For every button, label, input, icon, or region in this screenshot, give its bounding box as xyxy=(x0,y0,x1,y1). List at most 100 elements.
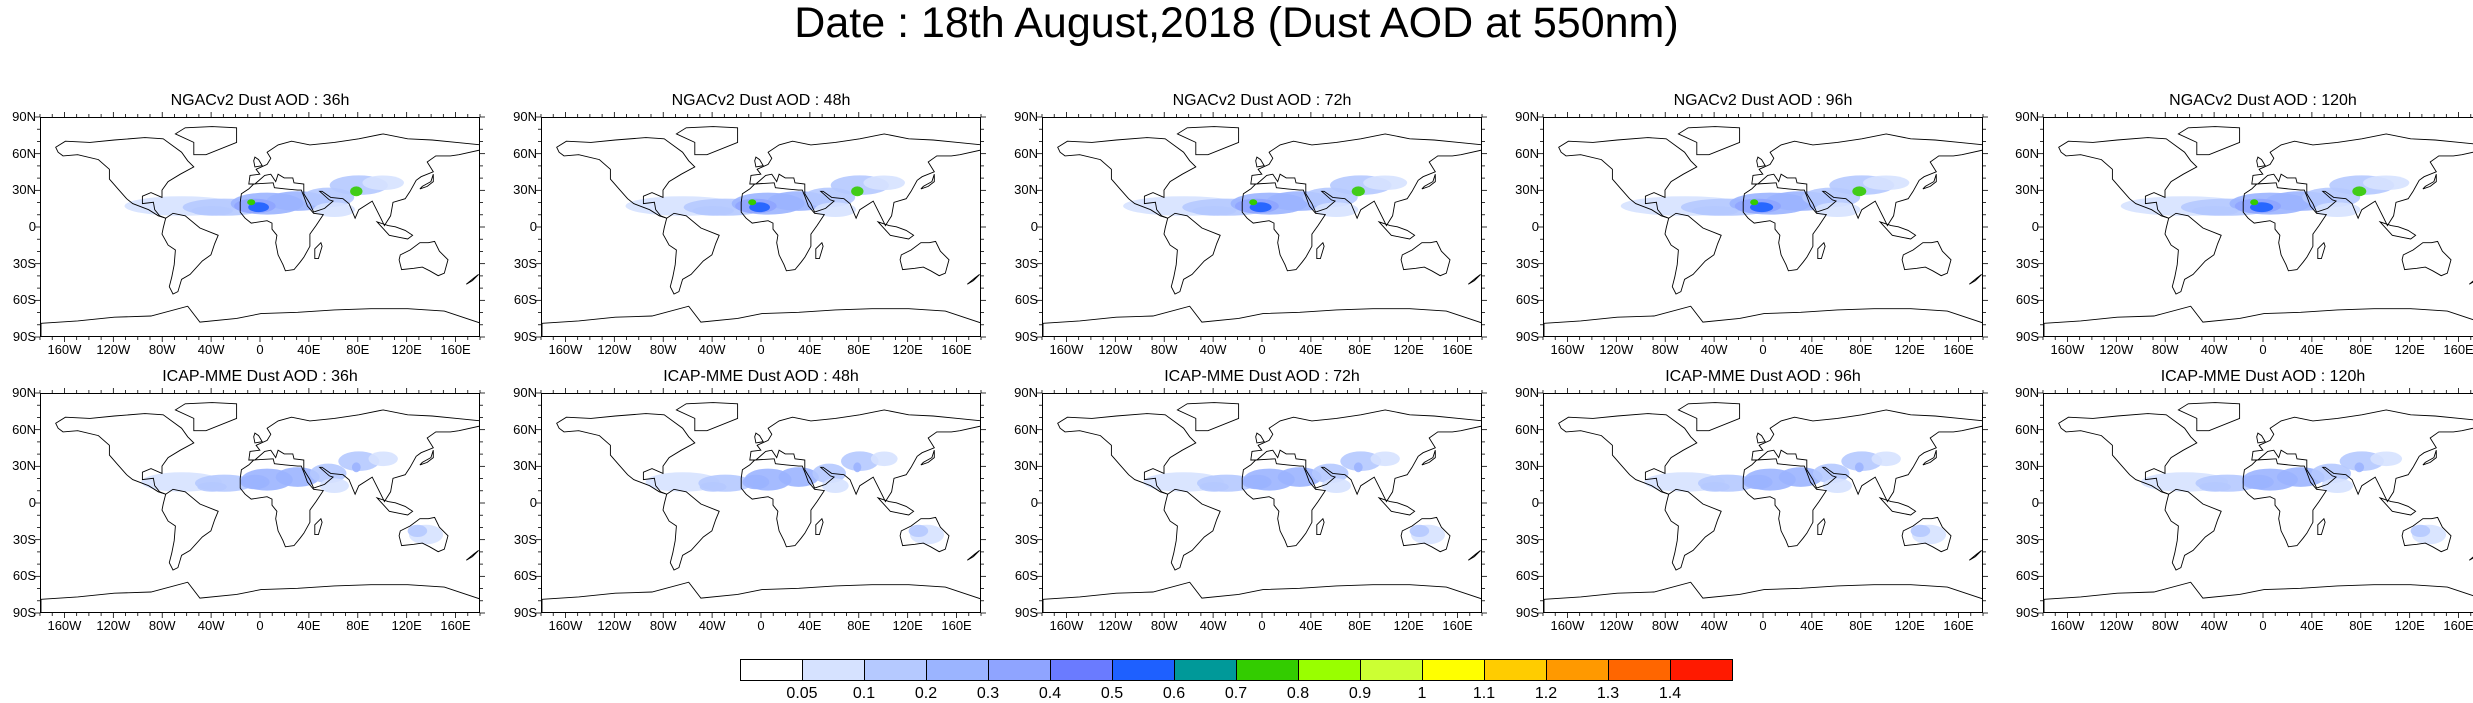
dust-plume xyxy=(362,175,405,191)
lat-tick-label: 60S xyxy=(2015,568,2039,584)
lat-tick-label: 30N xyxy=(2015,182,2039,198)
coastline-indonesia xyxy=(1878,220,1917,240)
lon-tick-label: 120E xyxy=(1393,342,1424,357)
coastline-africa xyxy=(740,182,826,272)
dust-plume xyxy=(191,206,233,216)
coastline-australia xyxy=(2401,240,2452,277)
dust-plume xyxy=(2354,462,2365,473)
lat-tick-label: 60S xyxy=(513,292,537,308)
lon-tick-label: 160E xyxy=(440,618,471,633)
lon-tick-label: 120W xyxy=(2099,618,2134,633)
colorbar-tick-label: 0.6 xyxy=(1162,685,1186,702)
coastline-greenland xyxy=(1677,126,1741,156)
coastline-japan xyxy=(920,174,935,190)
map-panel: NGACv2 Dust AOD : 48h 90N 60N 30N 0 30S 60S 90S… xyxy=(513,92,986,357)
lon-tick-label: 80W xyxy=(148,618,176,633)
lat-tick-label: 0 xyxy=(529,219,537,234)
colorbar-tick-label: 0.7 xyxy=(1224,685,1248,702)
dust-hotspot xyxy=(2250,199,2259,206)
map-panel: NGACv2 Dust AOD : 72h 90N 60N 30N 0 30S 60S 90S… xyxy=(1014,92,1487,357)
coastline-south-america xyxy=(161,212,219,295)
colorbar-swatch xyxy=(1608,659,1671,681)
coastline-africa xyxy=(740,458,826,548)
axis-ticks xyxy=(1037,112,1487,342)
coastline-greenland xyxy=(1176,402,1240,432)
dust-plume xyxy=(251,478,266,489)
map-plot-area xyxy=(2043,117,2473,337)
coastline-south-america xyxy=(161,488,219,571)
lon-tick-label: 120W xyxy=(96,342,131,357)
lon-tick-label: 0 xyxy=(1759,618,1767,633)
coastline-uk xyxy=(754,432,764,444)
lat-tick-label: 90S xyxy=(12,605,36,620)
coastline-new-zealand xyxy=(1468,550,1481,561)
coastline-madagascar xyxy=(1316,241,1325,260)
lat-tick-label: 30S xyxy=(513,255,537,271)
map-plot-area xyxy=(541,393,981,613)
dust-plume xyxy=(814,202,857,217)
lon-tick-label: 40W xyxy=(197,342,225,357)
world-map xyxy=(542,126,980,336)
lat-tick-label: 60S xyxy=(2015,292,2039,308)
colorbar-tick-label: 1.2 xyxy=(1534,685,1558,702)
coastline-new-zealand xyxy=(967,274,980,285)
coastline-greenland xyxy=(2177,126,2241,156)
lat-tick-label: 90N xyxy=(1014,385,1038,400)
lat-tick-label: 30N xyxy=(1515,458,1539,474)
lat-tick-label: 60S xyxy=(12,568,36,584)
dust-hotspot xyxy=(1249,199,1258,206)
dust-aod-field xyxy=(625,175,905,217)
dust-hotspot xyxy=(1750,199,1759,206)
map-panel: ICAP-MME Dust AOD : 48h 90N 60N 30N 0 30S 60S 9… xyxy=(513,368,986,633)
lon-tick-label: 80E xyxy=(2349,342,2373,357)
dust-plume xyxy=(338,451,380,471)
coastline-australia xyxy=(899,240,950,277)
colorbar xyxy=(740,659,1733,681)
dust-plume xyxy=(1199,482,1229,492)
lon-tick-label: 40W xyxy=(1199,618,1227,633)
lat-tick-label: 60S xyxy=(1515,568,1539,584)
axis-ticks xyxy=(1037,388,1487,618)
lon-tick-label: 40W xyxy=(197,618,225,633)
lat-tick-label: 30S xyxy=(2015,531,2039,547)
dust-plume xyxy=(1841,451,1883,471)
dust-plume xyxy=(1253,478,1268,489)
coastline-north-america xyxy=(2058,137,2198,219)
dust-aod-field xyxy=(141,451,444,545)
coastline-indonesia xyxy=(375,220,414,240)
colorbar-tick-label: 0.2 xyxy=(914,685,938,702)
dust-aod-field xyxy=(645,451,945,545)
lon-tick-label: 0 xyxy=(2259,618,2267,633)
lat-tick-label: 60N xyxy=(1014,145,1038,161)
coastlines xyxy=(41,402,479,612)
coastline-north-america xyxy=(1057,137,1197,219)
colorbar-swatch xyxy=(1174,659,1237,681)
coastline-japan xyxy=(1421,174,1436,190)
dust-plume xyxy=(1311,463,1349,484)
map-plot-area xyxy=(1042,393,1482,613)
map-plot-area xyxy=(541,117,981,337)
dust-plume xyxy=(1192,206,1237,216)
coastline-greenland xyxy=(1677,402,1741,432)
dust-plume xyxy=(812,463,846,484)
coastline-japan xyxy=(419,174,434,190)
lon-tick-label: 160E xyxy=(1442,342,1473,357)
coastline-europe-asia xyxy=(1751,133,1982,227)
dust-plume xyxy=(2253,478,2270,489)
lon-tick-label: 120W xyxy=(1599,342,1634,357)
colorbar-tick-label: 1 xyxy=(1417,685,1427,702)
world-map xyxy=(41,126,479,336)
lat-tick-label: 0 xyxy=(1531,219,1539,234)
coastline-australia xyxy=(899,516,950,553)
lon-tick-label: 0 xyxy=(2259,342,2267,357)
lon-tick-label: 160W xyxy=(1550,342,1585,357)
dust-plume xyxy=(2321,478,2354,493)
lon-tick-label: 120E xyxy=(892,342,923,357)
coastline-greenland xyxy=(174,402,238,432)
lat-tick-label: 60S xyxy=(1014,568,1038,584)
lon-tick-label: 80E xyxy=(847,618,871,633)
lon-tick-label: 80W xyxy=(148,342,176,357)
axis-ticks xyxy=(1538,112,1988,342)
lon-tick-label: 120E xyxy=(391,342,422,357)
coastline-australia xyxy=(2401,516,2452,553)
